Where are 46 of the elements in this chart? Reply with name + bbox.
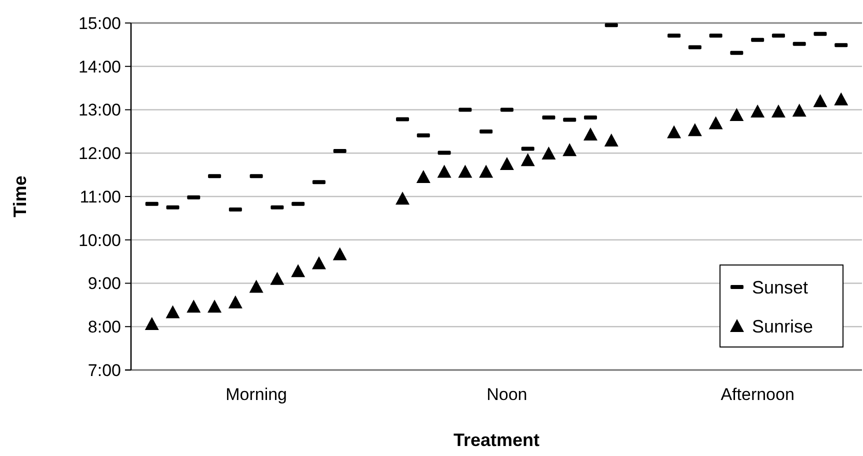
point xyxy=(458,164,472,178)
legend-label: Sunrise xyxy=(752,316,814,336)
point xyxy=(834,92,848,106)
point xyxy=(249,280,264,293)
point xyxy=(583,127,598,140)
point xyxy=(750,104,765,118)
point xyxy=(542,146,556,160)
point xyxy=(416,170,430,183)
point xyxy=(332,247,347,260)
point xyxy=(312,256,326,270)
point xyxy=(228,295,242,308)
point xyxy=(604,134,618,147)
point xyxy=(730,108,744,121)
point xyxy=(208,300,222,313)
legend-label: Sunset xyxy=(752,277,808,298)
point xyxy=(688,123,702,136)
y-axis-title: Time xyxy=(10,176,30,218)
y-tick-label: 11:00 xyxy=(80,187,121,206)
y-tick-label: 7:00 xyxy=(88,360,121,380)
y-tick-label: 8:00 xyxy=(88,318,121,337)
point xyxy=(166,305,180,318)
point xyxy=(270,272,284,285)
x-axis-title: Treatment xyxy=(453,430,540,450)
x-tick-label: Afternoon xyxy=(720,385,794,404)
point xyxy=(792,104,806,117)
point xyxy=(520,153,535,166)
y-tick-label: 13:00 xyxy=(78,100,121,120)
point xyxy=(291,264,306,278)
y-tick-label: 10:00 xyxy=(78,230,121,250)
y-tick-label: 14:00 xyxy=(78,57,121,76)
point xyxy=(396,192,410,205)
point xyxy=(144,317,159,330)
y-tick-label: 12:00 xyxy=(78,144,121,164)
point xyxy=(500,156,514,170)
point xyxy=(437,164,452,178)
point xyxy=(562,143,577,156)
x-tick-label: Morning xyxy=(226,385,288,404)
point xyxy=(479,164,494,178)
y-tick-label: 15:00 xyxy=(78,14,121,33)
y-tick-label: 9:00 xyxy=(88,274,121,294)
x-tick-label: Noon xyxy=(486,385,528,404)
point xyxy=(771,104,786,118)
point xyxy=(708,116,723,130)
point xyxy=(186,300,201,313)
point xyxy=(813,94,828,108)
point xyxy=(667,125,682,138)
